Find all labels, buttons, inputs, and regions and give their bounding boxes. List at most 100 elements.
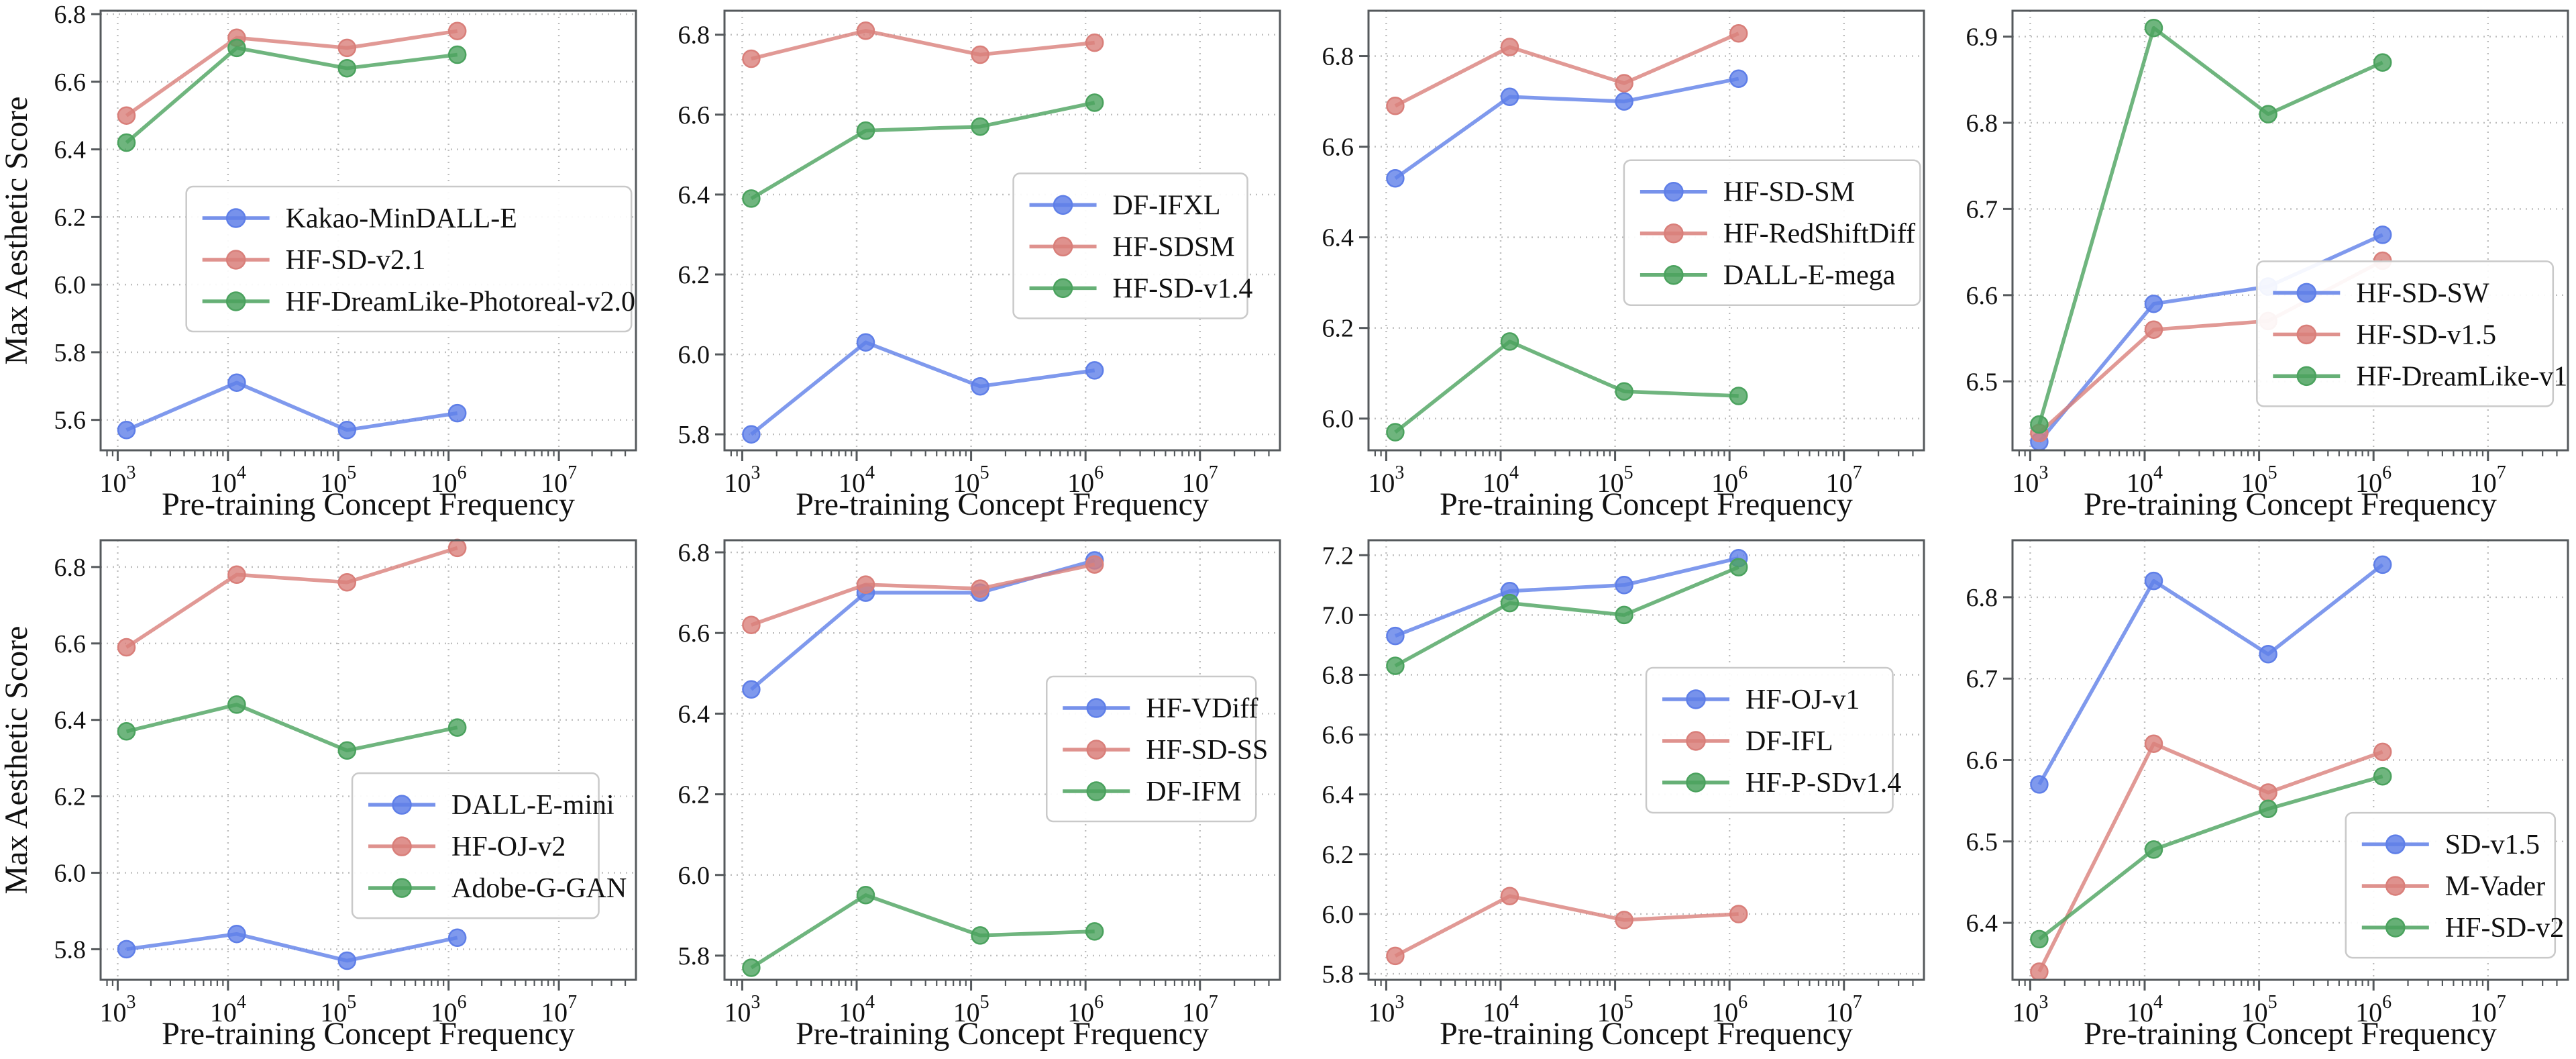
data-point [2373,53,2392,72]
legend-marker-dot [1686,689,1706,709]
series-line [750,562,1095,627]
y-axis-label: Max Aesthetic Score [0,626,34,895]
data-point [856,121,875,140]
data-point [2144,840,2163,859]
legend-label: DALL-E-mega [1723,260,1896,291]
svg-text:103: 103 [99,462,136,498]
data-point [1386,656,1405,675]
svg-text:6.5: 6.5 [1966,828,1998,856]
legend-item: HF-SD-v2 [2361,913,2564,944]
svg-text:6.0: 6.0 [678,341,710,369]
subplot-r2c4: 6.4 6.5 6.6 6.7 6.8 103 104 105 106 107 Pre-traini… [1932,530,2576,1059]
legend-label: Adobe-G-GAN [451,873,627,904]
data-point [117,722,136,741]
subplot-r2c2: 5.8 6.0 6.2 6.4 6.6 6.8 103 104 105 106 107 Pre-tra… [644,530,1288,1059]
legend-label: HF-DreamLike-v1 [2356,361,2567,392]
series-line [750,340,1095,436]
legend-label: HF-SD-SM [1723,177,1855,208]
legend-item: DF-IFXL [1029,190,1221,221]
subplot-r1c3: 6.0 6.2 6.4 6.6 6.8 103 104 105 106 107 Pre-traini… [1288,0,1932,530]
data-point [227,373,246,392]
legend: DF-IFXL HF-SDSM HF-SD-v1.4 [1012,172,1252,319]
svg-text:6.2: 6.2 [1322,315,1354,343]
legend-item: HF-SD-v2.1 [202,245,426,276]
legend-item: DALL-E-mega [1640,260,1896,291]
data-point [1386,946,1405,966]
svg-text:6.2: 6.2 [678,261,710,289]
grid [724,540,1280,980]
legend-marker-dot [392,878,412,898]
data-point [742,49,761,68]
x-axis-label: Pre-training Concept Frequency [1440,487,1853,522]
data-point [2259,783,2277,802]
series-line [125,29,458,117]
svg-text:6.4: 6.4 [1966,909,1998,938]
svg-text:6.4: 6.4 [1322,224,1354,252]
svg-text:6.5: 6.5 [1966,368,1998,396]
series-line [1394,340,1739,434]
legend-marker-dot [2296,283,2317,303]
legend-item: DALL-E-mini [368,790,614,821]
legend-item: HF-SD-v1.4 [1029,273,1252,304]
series-line [750,101,1095,201]
legend-marker-dot [1664,264,1684,285]
legend: HF-OJ-v1 DF-IFL HF-P-SDv1.4 [1645,666,1901,814]
data-point [1085,555,1104,574]
svg-text:106: 106 [2355,462,2392,498]
data-point [742,615,761,634]
legend: SD-v1.5 M-Vader HF-SD-v2 [2345,811,2564,959]
svg-text:103: 103 [2012,462,2048,498]
legend-marker-dot [1664,223,1684,244]
series-line [2037,742,2383,973]
svg-text:6.4: 6.4 [1322,781,1354,809]
data-point [2373,767,2392,786]
legend-label: HF-VDiff [1146,693,1258,724]
legend-item: HF-SD-SW [2273,278,2489,309]
series-line [125,546,458,649]
legend-item: HF-P-SDv1.4 [1662,768,1901,799]
x-axis-label: Pre-training Concept Frequency [796,1016,1209,1052]
legend-item: Adobe-G-GAN [368,873,627,904]
legend-item: HF-DreamLike-v1 [2273,361,2567,392]
svg-text:103: 103 [2012,992,2048,1027]
data-point [1615,576,1633,595]
legend-item: HF-OJ-v1 [1662,685,1860,715]
legend-item: DF-IFM [1063,776,1242,807]
legend-label: DF-IFXL [1113,190,1221,221]
legend-marker-dot [2385,834,2406,854]
svg-text:6.6: 6.6 [1966,282,1998,310]
series-line [750,893,1095,970]
grid [101,11,636,450]
data-point [227,695,246,714]
data-point [1729,24,1748,43]
svg-text:104: 104 [210,462,246,498]
legend-item: M-Vader [2361,871,2545,902]
series-line [125,703,458,753]
data-point [117,421,136,440]
grid [724,11,1280,450]
data-point [1500,332,1519,351]
data-point [1500,887,1519,905]
data-point [227,924,246,944]
data-point [337,572,357,592]
legend-label: HF-SD-v1.5 [2356,319,2496,350]
data-point [117,133,136,152]
data-point [1085,922,1104,941]
series-line [750,558,1095,691]
data-point [971,926,989,945]
y-axis-ticks: 5.8 6.0 6.2 6.4 6.6 6.8 [678,539,724,970]
data-point [2030,415,2049,434]
data-point [447,928,467,948]
data-point [337,421,357,440]
legend-marker-dot [225,250,246,270]
svg-text:6.9: 6.9 [1966,23,1998,52]
y-axis-label: Max Aesthetic Score [0,97,34,365]
data-point [2259,105,2277,123]
data-point [971,45,989,64]
svg-text:5.8: 5.8 [678,942,710,970]
grid [2012,540,2568,980]
legend-label: HF-SDSM [1113,232,1235,262]
